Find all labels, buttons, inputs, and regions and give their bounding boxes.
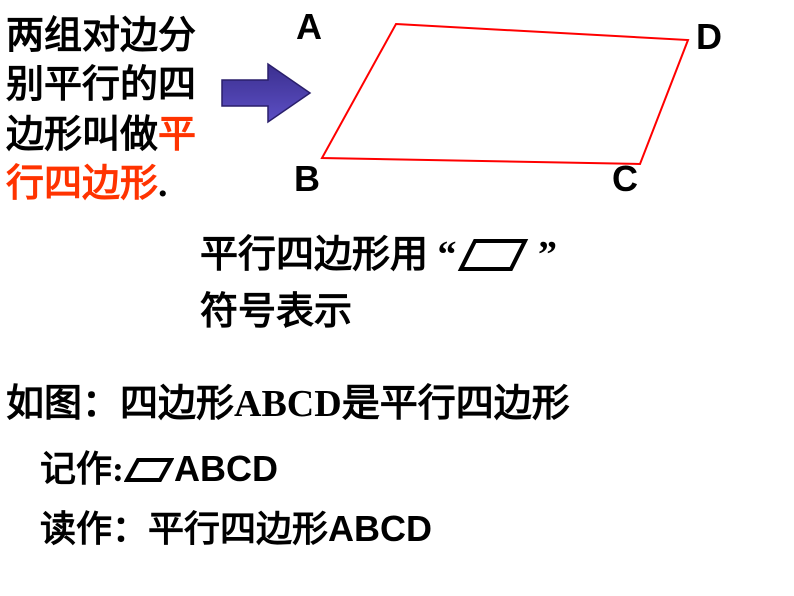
read-as-line: 读作：平行四边形ABCD	[40, 500, 432, 552]
vertex-label-a: A	[296, 6, 322, 48]
vertex-label-b: B	[294, 158, 320, 200]
read-name: ABCD	[328, 508, 432, 549]
figure-suffix: 是平行四边形	[342, 383, 570, 425]
parallelogram-symbol-icon	[457, 236, 529, 287]
read-text: 平行四边形	[148, 509, 328, 549]
record-as-line: 记作: ABCD	[40, 440, 278, 492]
symbol-notation: 平行四边形用 “ ” 符号表示	[200, 230, 557, 339]
record-name: ABCD	[174, 448, 278, 489]
definition-text: 两组对边分别平行的四边形叫做平行四边形.	[6, 12, 226, 210]
parallelogram-small-icon	[124, 450, 174, 492]
figure-prefix: 如图：四边形	[6, 383, 234, 425]
symbol-line-2: 符号表示	[200, 287, 557, 338]
close-quote: ”	[538, 234, 557, 276]
figure-quad-name: ABCD	[234, 383, 342, 425]
parallelogram-diagram	[300, 0, 720, 205]
symbol-t1: 平行四边形用	[200, 234, 428, 276]
vertex-label-d: D	[696, 16, 722, 58]
symbol-line-1: 平行四边形用 “ ”	[200, 230, 557, 287]
read-label: 读作：	[40, 509, 148, 549]
vertex-label-c: C	[612, 158, 638, 200]
definition-period: .	[158, 163, 168, 205]
record-label: 记作:	[40, 449, 124, 489]
open-quote: “	[438, 234, 457, 276]
figure-description: 如图：四边形ABCD是平行四边形	[6, 372, 570, 427]
